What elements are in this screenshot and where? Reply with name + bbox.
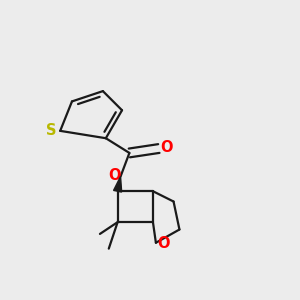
Polygon shape <box>114 176 122 192</box>
Text: O: O <box>108 168 120 183</box>
Text: S: S <box>46 123 56 138</box>
Text: O: O <box>160 140 173 155</box>
Text: O: O <box>158 236 170 251</box>
